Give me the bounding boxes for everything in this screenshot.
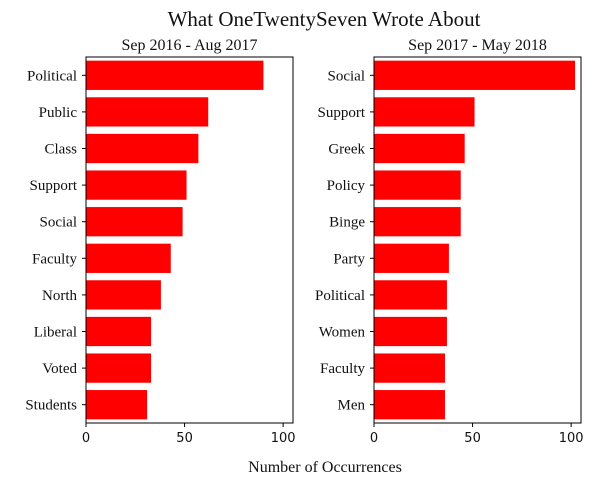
y-tick-label-right: Faculty <box>320 361 365 377</box>
y-tick-label-right: Women <box>319 325 366 341</box>
y-tick-label-left: North <box>42 288 77 304</box>
bar-right-party <box>374 243 449 273</box>
y-tick-label-left: Liberal <box>34 325 77 341</box>
y-tick-label-left: Political <box>27 68 77 84</box>
y-tick-label-right: Greek <box>328 142 365 158</box>
x-tick-label-right: 0 <box>370 431 378 446</box>
plot-frame-right <box>373 56 582 424</box>
x-tick-label-left: 0 <box>82 431 90 446</box>
bar-left-public <box>86 97 209 127</box>
y-tick-label-right: Party <box>333 251 365 267</box>
bar-left-support <box>86 170 187 200</box>
y-tick-label-left: Public <box>39 105 78 121</box>
x-tick-label-left: 100 <box>271 431 296 446</box>
chart-left: Sep 2016 - Aug 2017 Political Public Class S… <box>25 37 295 446</box>
chart-left-title: Sep 2016 - Aug 2017 <box>122 37 258 54</box>
x-axis-label: Number of Occurrences <box>248 459 402 476</box>
bar-left-political <box>86 60 264 90</box>
x-tick-label-right: 100 <box>559 431 584 446</box>
bar-left-faculty <box>86 243 171 273</box>
y-tick-label-right: Support <box>317 105 365 121</box>
y-tick-label-right: Binge <box>329 215 365 231</box>
bar-right-greek <box>374 133 465 164</box>
x-tick-label-right: 50 <box>464 431 481 446</box>
bar-right-support <box>374 97 475 127</box>
plot-frame-left <box>85 56 294 424</box>
bar-left-class <box>86 133 199 164</box>
figure-title: What OneTwentySeven Wrote About <box>168 7 481 31</box>
bar-right-faculty <box>374 353 445 383</box>
bar-left-social <box>86 207 183 237</box>
y-tick-label-left: Social <box>40 215 78 231</box>
bar-right-policy <box>374 170 461 200</box>
y-tick-label-left: Faculty <box>32 251 77 267</box>
chart-right-title: Sep 2017 - May 2018 <box>408 37 547 54</box>
bar-right-political <box>374 280 447 310</box>
y-tick-label-right: Men <box>338 398 366 414</box>
x-tick-label-left: 50 <box>176 431 193 446</box>
y-tick-label-right: Policy <box>327 178 366 194</box>
y-tick-label-left: Class <box>44 142 77 158</box>
y-tick-label-left: Students <box>25 398 77 414</box>
bar-left-north <box>86 280 161 310</box>
y-tick-label-left: Voted <box>42 361 77 377</box>
chart-right: Sep 2017 - May 2018 Social Support Greek Pol… <box>315 37 584 446</box>
y-tick-label-right: Social <box>328 68 366 84</box>
bar-right-men <box>374 390 445 420</box>
bar-left-voted <box>86 353 152 383</box>
bar-right-social <box>374 60 576 90</box>
bar-left-students <box>86 390 148 420</box>
y-tick-label-left: Support <box>29 178 77 194</box>
bar-right-binge <box>374 207 461 237</box>
bar-right-women <box>374 316 447 347</box>
y-tick-label-right: Political <box>315 288 365 304</box>
bar-left-liberal <box>86 316 152 347</box>
